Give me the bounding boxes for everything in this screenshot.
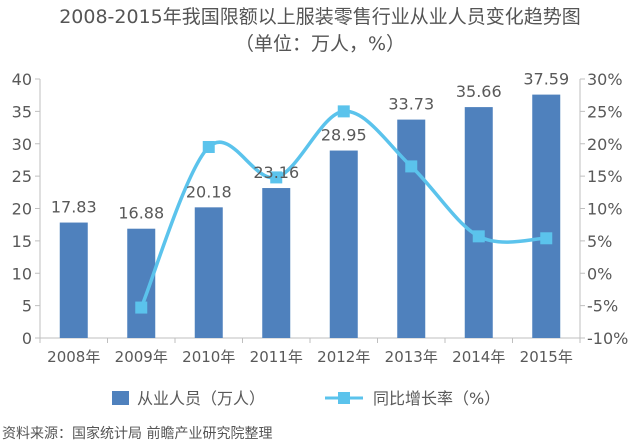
growth-rate-marker: [135, 301, 148, 314]
x-tick-label: 2015年: [520, 348, 573, 366]
source-note: 资料来源：国家统计局 前瞻产业研究院整理: [2, 426, 273, 442]
bar-value-label: 20.18: [186, 182, 232, 201]
legend-line-marker: [338, 392, 350, 404]
y-left-tick-label: 35: [12, 102, 32, 121]
growth-rate-marker: [540, 232, 553, 245]
y-right-tick-label: 30%: [587, 70, 623, 89]
growth-rate-marker: [405, 160, 418, 173]
y-right-tick-label: 10%: [587, 200, 623, 219]
bar: [262, 188, 291, 338]
y-left-tick-label: 15: [12, 232, 32, 251]
x-tick-label: 2008年: [47, 348, 100, 366]
bar: [464, 107, 493, 338]
y-right-tick-label: 0%: [587, 264, 612, 283]
chart-subtitle: （单位：万人，%）: [234, 33, 406, 55]
bar-value-label: 35.66: [456, 82, 502, 101]
bar: [397, 119, 426, 338]
bar-value-label: 17.83: [51, 198, 97, 217]
legend-bar-swatch: [112, 391, 129, 405]
growth-rate-marker: [270, 171, 283, 184]
x-tick-label: 2014年: [452, 348, 505, 366]
bar-value-label: 33.73: [388, 95, 434, 114]
y-left-tick-label: 40: [12, 70, 32, 89]
bar-value-label: 16.88: [118, 204, 164, 223]
x-tick-label: 2009年: [115, 348, 168, 366]
y-left-tick-label: 30: [12, 135, 32, 154]
y-right-tick-label: 15%: [587, 167, 623, 186]
y-left-tick-label: 5: [22, 297, 32, 316]
growth-rate-marker: [337, 105, 350, 118]
x-tick-label: 2013年: [385, 348, 438, 366]
growth-rate-marker: [202, 140, 215, 153]
bar-value-label: 28.95: [321, 126, 367, 145]
y-right-tick-label: 20%: [587, 135, 623, 154]
growth-rate-marker: [472, 230, 485, 243]
bar: [532, 94, 561, 338]
x-tick-label: 2012年: [317, 348, 370, 366]
y-left-tick-label: 0: [22, 329, 32, 348]
bar: [194, 207, 223, 338]
x-tick-label: 2011年: [250, 348, 303, 366]
bar: [329, 150, 358, 338]
x-tick-label: 2010年: [182, 348, 235, 366]
y-left-tick-label: 20: [12, 200, 32, 219]
y-right-tick-label: -5%: [587, 297, 618, 316]
legend-bar-label: 从业人员（万人）: [137, 389, 265, 408]
y-left-tick-label: 10: [12, 264, 32, 283]
bar: [59, 222, 88, 338]
chart-title: 2008-2015年我国限额以上服装零售行业从业人员变化趋势图: [59, 6, 581, 28]
y-right-tick-label: 5%: [587, 232, 612, 251]
bar-value-label: 37.59: [523, 70, 569, 89]
legend-line-label: 同比增长率（%）: [373, 389, 500, 408]
bar-value-label: 23.16: [253, 163, 299, 182]
y-right-tick-label: 25%: [587, 102, 623, 121]
y-right-tick-label: -10%: [587, 329, 628, 348]
y-left-tick-label: 25: [12, 167, 32, 186]
